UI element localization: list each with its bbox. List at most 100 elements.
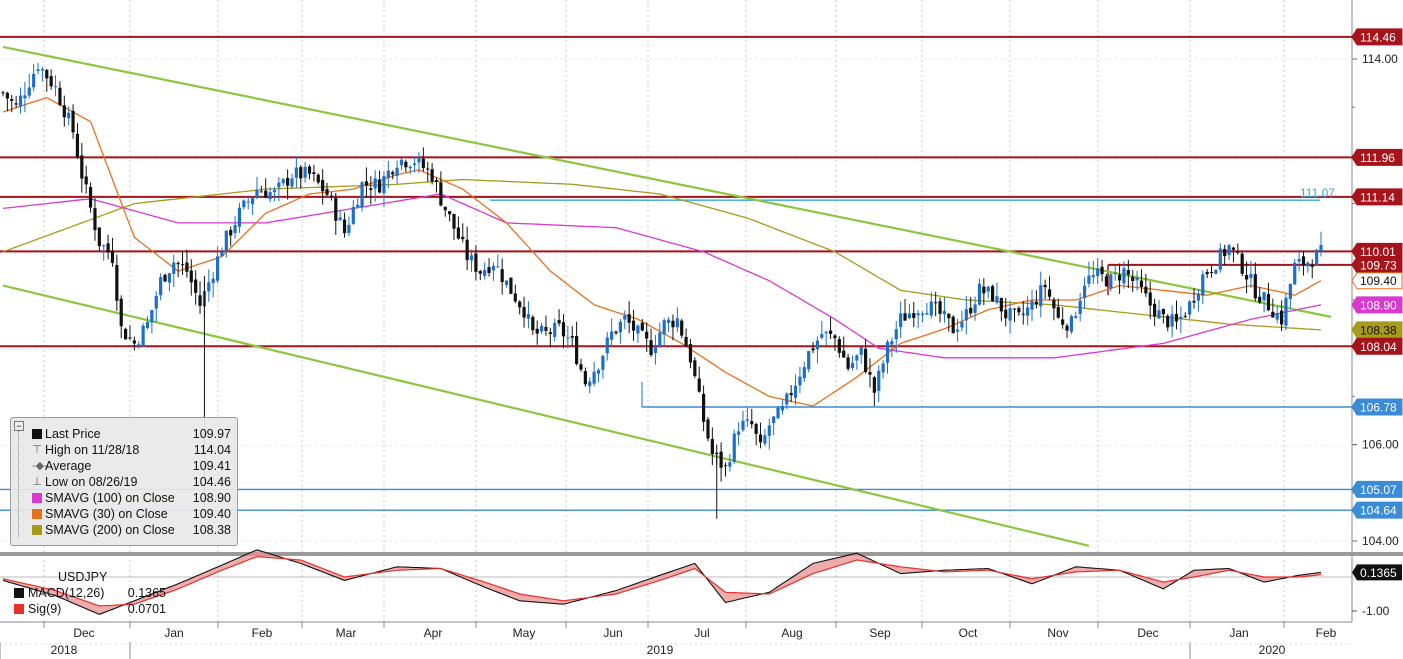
- candle-body: [399, 159, 404, 166]
- candle-body: [1170, 314, 1174, 327]
- candle-body: [141, 325, 145, 347]
- candle-body: [88, 187, 93, 208]
- candle-body: [544, 327, 548, 331]
- candle-body: [303, 166, 307, 178]
- candle-body: [1096, 268, 1100, 276]
- candle-body: [53, 86, 58, 88]
- candle-body: [1012, 308, 1017, 310]
- candle-body: [14, 103, 18, 105]
- price-tag: [1351, 321, 1403, 339]
- candle-body: [833, 335, 837, 339]
- candle-body: [942, 310, 947, 315]
- legend-label: SMAVG (30) on Close: [45, 507, 168, 521]
- candle-body: [610, 331, 614, 340]
- candle-body: [1275, 313, 1279, 320]
- candle-body: [242, 200, 246, 208]
- price-tag-label: 111.96: [1360, 151, 1395, 165]
- panel-separator: [0, 552, 1403, 556]
- candle-body: [618, 321, 623, 333]
- candle-body: [1135, 277, 1139, 281]
- candle-body: [211, 278, 215, 284]
- candle-body: [1113, 272, 1117, 274]
- candle-body: [920, 313, 925, 315]
- legend-tree-line: [18, 428, 20, 538]
- candle-body: [1021, 313, 1025, 315]
- candle-body: [1126, 270, 1130, 275]
- candle-body: [172, 262, 176, 274]
- candle-body: [102, 245, 106, 247]
- candle-body: [167, 273, 171, 283]
- candle-body: [10, 99, 14, 101]
- candle-body: [1166, 315, 1170, 328]
- candle-body: [290, 178, 294, 187]
- candle-body: [701, 393, 706, 422]
- candle-body: [334, 197, 338, 221]
- candle-body: [864, 348, 868, 372]
- legend-value: 108.38: [192, 523, 231, 537]
- sma100-line: [2, 193, 1322, 359]
- candle-body: [575, 336, 579, 364]
- candle-body: [163, 274, 167, 282]
- price-tag: [1351, 296, 1403, 314]
- candle-body: [150, 310, 154, 323]
- candle-body: [601, 355, 605, 370]
- legend-value: 109.41: [192, 459, 231, 473]
- candle-body: [680, 320, 684, 336]
- candle-body: [329, 195, 334, 198]
- candle-body: [268, 192, 272, 200]
- candle-body: [469, 255, 474, 261]
- candle-body: [605, 337, 609, 354]
- candle-body: [776, 407, 780, 419]
- candle-body: [732, 433, 736, 462]
- sma30-swatch: [32, 509, 42, 519]
- candle-body: [259, 191, 263, 193]
- candle-body: [198, 295, 202, 306]
- candle-body: [1306, 262, 1310, 267]
- candle-body: [1271, 311, 1275, 318]
- month-label: Aug: [781, 626, 802, 640]
- candle-body: [899, 313, 903, 328]
- candle-body: [448, 211, 452, 215]
- candle-body: [1056, 307, 1060, 318]
- candle-body: [1017, 308, 1021, 313]
- price-tag-label: 108.90: [1360, 298, 1397, 312]
- month-label: Jun: [603, 626, 622, 640]
- candle-body: [1122, 268, 1126, 284]
- candle-body: [969, 307, 973, 314]
- candle-body: [1139, 280, 1144, 288]
- candle-body: [119, 298, 123, 327]
- sma200-line: [2, 178, 1322, 331]
- legend-collapse-icon[interactable]: −: [14, 421, 24, 431]
- candle-body: [675, 318, 679, 328]
- candle-body: [207, 282, 211, 292]
- candle-body: [1061, 319, 1065, 325]
- candle-body: [1100, 266, 1104, 275]
- candle-body: [237, 207, 242, 227]
- legend-label: MACD(12,26): [28, 586, 105, 600]
- candle-body: [1188, 301, 1192, 315]
- candle-body: [640, 322, 644, 331]
- candle-body: [758, 434, 763, 443]
- sma100-swatch: [32, 493, 42, 503]
- candle-body: [465, 239, 469, 260]
- candle-body: [36, 69, 40, 72]
- candle-body: [938, 301, 942, 314]
- candle-body: [189, 270, 193, 283]
- candle-body: [1065, 325, 1069, 331]
- candle-body: [820, 334, 824, 338]
- price-tag-label: 114.46: [1360, 30, 1396, 44]
- candle-body: [84, 176, 88, 185]
- candle-body: [1253, 274, 1257, 299]
- price-tag: [1351, 28, 1403, 46]
- candle-body: [224, 230, 228, 252]
- candle-body: [1301, 256, 1306, 266]
- legend-row-sma200: SMAVG (200) on Close 108.38: [11, 522, 231, 538]
- candle-body: [97, 227, 101, 247]
- candle-body: [294, 167, 298, 178]
- candle-body: [452, 213, 456, 229]
- candle-body: [741, 420, 745, 431]
- candle-body: [404, 161, 408, 168]
- candle-body: [780, 405, 785, 411]
